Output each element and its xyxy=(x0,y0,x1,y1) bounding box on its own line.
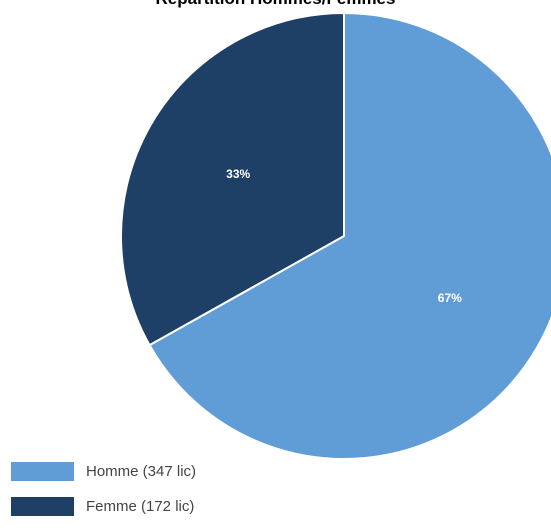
chart-title: Répartition Hommes/Femmes xyxy=(0,0,551,9)
pie-slice-femme[interactable] xyxy=(120,12,345,347)
pie-slice-homme[interactable] xyxy=(148,12,551,460)
legend-item-femme[interactable]: Femme (172 lic) xyxy=(11,495,196,517)
legend-label-femme: Femme (172 lic) xyxy=(86,497,195,515)
legend-swatch-homme xyxy=(11,461,74,481)
pie-slice-label-homme: 67% xyxy=(438,291,462,305)
legend: Homme (347 lic) Femme (172 lic) xyxy=(11,460,196,530)
legend-label-homme: Homme (347 lic) xyxy=(86,462,197,480)
legend-swatch-femme xyxy=(11,496,74,516)
legend-item-homme[interactable]: Homme (347 lic) xyxy=(11,460,196,482)
pie-chart: 67% 33% xyxy=(120,12,551,460)
pie-slice-label-femme: 33% xyxy=(226,167,250,181)
